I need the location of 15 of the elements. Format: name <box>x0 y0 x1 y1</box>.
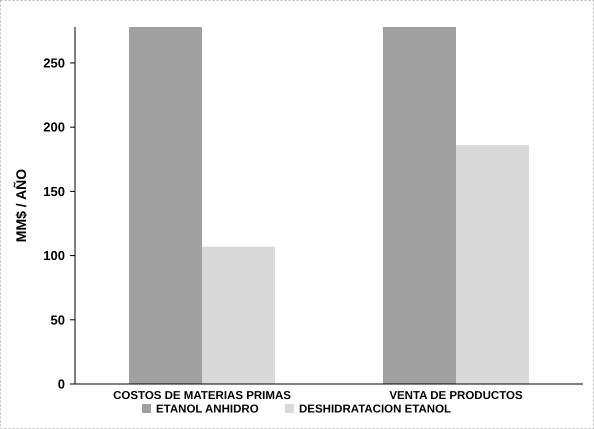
bar <box>456 145 530 384</box>
bar <box>382 27 456 384</box>
y-tick-label: 100 <box>43 248 65 264</box>
bar <box>128 27 202 384</box>
bar <box>202 246 276 384</box>
legend-label: DESHIDRATACION ETANOL <box>299 404 452 416</box>
y-tick-label: 150 <box>43 184 65 199</box>
legend-label: ETANOL ANHIDRO <box>156 404 259 416</box>
x-tick-label: COSTOS DE MATERIAS PRIMAS <box>113 390 292 402</box>
y-tick-label: 250 <box>43 56 65 71</box>
y-tick-label: 50 <box>50 312 65 328</box>
x-tick-label: VENTA DE PRODUCTOS <box>389 390 523 402</box>
y-tick-label: 0 <box>58 376 65 392</box>
y-tick-label: 200 <box>43 120 65 135</box>
y-axis-title: MM$ / AÑO <box>13 168 29 242</box>
